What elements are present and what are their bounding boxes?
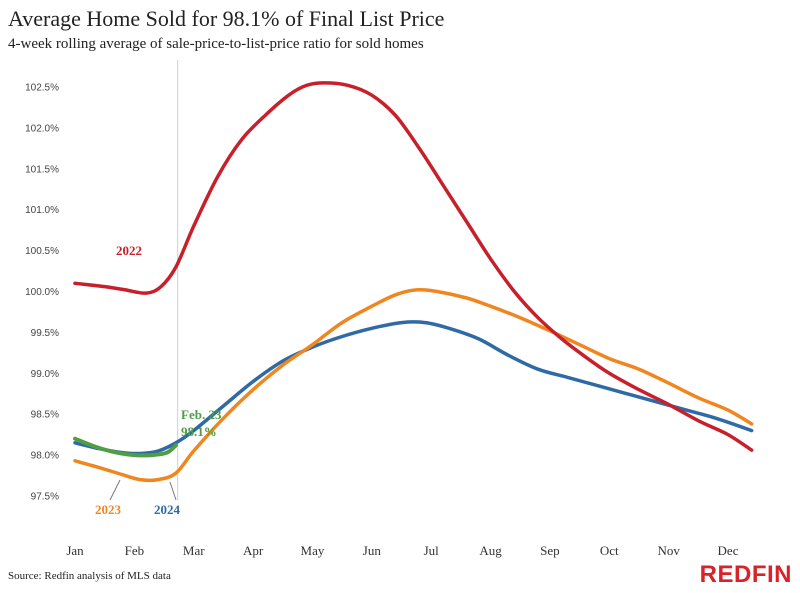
leader-line-2024 [169, 481, 177, 501]
x-tick-label: Jul [424, 543, 440, 558]
series-line-2023 [73, 287, 754, 483]
series-line-2024-ytd [73, 436, 178, 458]
series-label-2024: 2024 [154, 502, 181, 517]
chart-title: Average Home Sold for 98.1% of Final Lis… [8, 6, 445, 31]
x-tick-label: Jun [363, 543, 382, 558]
x-tick-label: Sep [540, 543, 560, 558]
series-label-2022: 2022 [116, 243, 142, 258]
y-tick-label: 98.0% [31, 451, 59, 462]
redfin-logo: REDFIN [699, 561, 792, 588]
y-tick-label: 98.5% [31, 410, 59, 421]
x-tick-label: Aug [479, 543, 502, 558]
y-tick-label: 101.0% [25, 205, 59, 216]
y-tick-label: 99.5% [31, 328, 59, 339]
y-tick-label: 97.5% [31, 492, 59, 503]
y-tick-label: 100.0% [25, 287, 59, 298]
x-tick-label: Jan [66, 543, 84, 558]
series-line-2022 [73, 81, 754, 452]
x-tick-label: Oct [600, 543, 619, 558]
x-axis: Jan Feb Mar Apr May Jun Jul Aug Sep Oct Nov Dec [66, 543, 738, 558]
series-label-2023: 2023 [95, 502, 122, 517]
marker-value-label: 98.1% [181, 424, 217, 439]
x-tick-label: May [301, 543, 325, 558]
y-tick-label: 100.5% [25, 246, 59, 257]
y-tick-label: 102.0% [25, 123, 59, 134]
y-tick-label: 101.5% [25, 164, 59, 175]
x-tick-label: Dec [718, 543, 739, 558]
leader-line-2023 [109, 479, 121, 501]
series-line-2024 [73, 320, 754, 456]
chart-subtitle: 4-week rolling average of sale-price-to-… [8, 36, 424, 52]
x-tick-label: Feb [125, 543, 145, 558]
source-note: Source: Redfin analysis of MLS data [8, 570, 171, 582]
y-axis: 97.5% 98.0% 98.5% 99.0% 99.5% 100.0% 100.5% 101… [25, 83, 59, 503]
series-labels: 2022 2023 2024 Feb. 23 98.1% [95, 243, 222, 517]
marker-date-label: Feb. 23 [181, 407, 222, 422]
series-lines [73, 81, 754, 483]
y-tick-label: 99.0% [31, 369, 59, 380]
y-tick-label: 102.5% [25, 83, 59, 94]
x-tick-label: Mar [183, 543, 205, 558]
x-tick-label: Apr [243, 543, 264, 558]
x-tick-label: Nov [657, 543, 680, 558]
